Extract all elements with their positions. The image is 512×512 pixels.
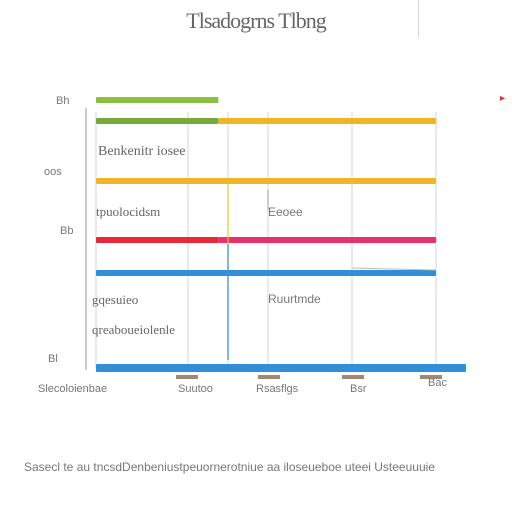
tick-label: oos [44, 166, 62, 178]
annotation-label: Ruurtmde [268, 292, 321, 306]
category-label: Benkenitr iosee [98, 144, 185, 159]
bar [96, 178, 436, 184]
tick-label: Bl [48, 353, 58, 365]
axis-marker [258, 375, 280, 379]
x-axis-label: Slecoloienbae [38, 383, 107, 395]
x-axis-label: Rsasflgs [256, 383, 299, 395]
footnote: Sasecl te au tncsdDenbeniustpeuornerotni… [24, 460, 435, 474]
bar [96, 118, 219, 124]
bar [96, 237, 219, 243]
category-label: tpuolocidsm [96, 204, 160, 219]
bar [96, 97, 219, 103]
category-label: gqesuieo [92, 292, 138, 307]
tick-label: Bb [60, 225, 73, 237]
bar [96, 364, 466, 372]
category-label: qreaboueiolenle [92, 322, 175, 337]
chart-title: Tlsadogrns Tlbng [186, 8, 326, 33]
annotation-label: Eeoee [268, 205, 303, 219]
bar [218, 237, 436, 243]
x-axis-label: Bac [428, 377, 447, 389]
axis-marker [342, 375, 364, 379]
connector-line [351, 267, 437, 271]
tick-label: Bh [56, 95, 69, 107]
edge-line [418, 0, 419, 38]
axis-marker [420, 375, 442, 379]
x-axis-label: Suutoo [178, 383, 213, 395]
bar [96, 270, 436, 276]
x-axis-label: Bsr [350, 383, 367, 395]
axis-marker [176, 375, 198, 379]
bar [218, 118, 436, 124]
red-marker-icon: ▸ [500, 93, 506, 104]
